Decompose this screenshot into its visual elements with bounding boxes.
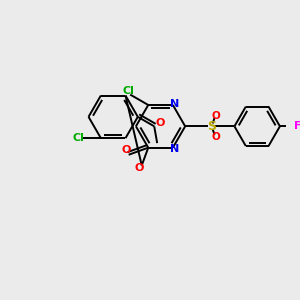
Text: S: S [207, 120, 216, 133]
Text: Cl: Cl [122, 86, 134, 96]
Text: O: O [155, 118, 165, 128]
Text: O: O [134, 163, 144, 173]
Text: N: N [170, 99, 179, 109]
Text: N: N [170, 144, 179, 154]
Text: O: O [121, 145, 130, 155]
Text: Cl: Cl [72, 133, 84, 143]
Text: O: O [211, 111, 220, 121]
Text: F: F [294, 121, 300, 131]
Text: O: O [211, 132, 220, 142]
